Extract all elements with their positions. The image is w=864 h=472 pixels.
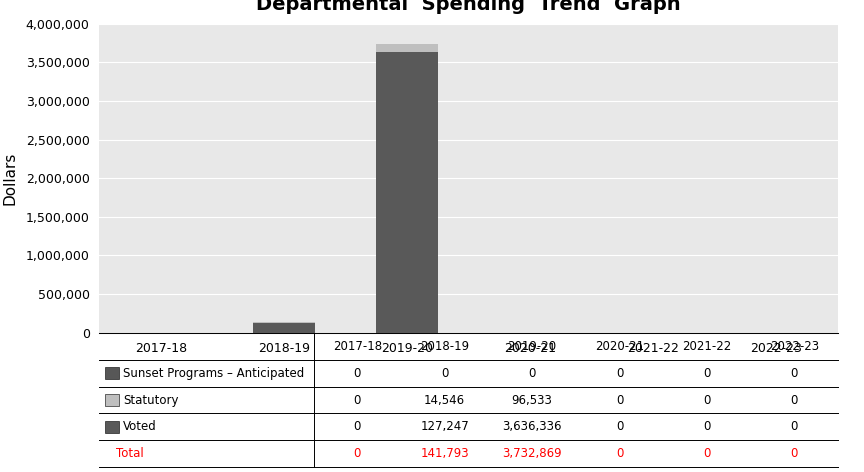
Bar [253, 322, 314, 323]
Text: 0: 0 [791, 367, 798, 379]
Title: Departmental  Spending  Trend  Graph: Departmental Spending Trend Graph [257, 0, 681, 14]
Bar [377, 52, 438, 333]
Text: 0: 0 [616, 367, 623, 379]
Text: 2018-19: 2018-19 [420, 340, 469, 353]
Text: 0: 0 [529, 367, 536, 379]
Text: 0: 0 [703, 421, 711, 433]
Text: Voted: Voted [123, 421, 156, 433]
Text: 0: 0 [791, 394, 798, 406]
Bar [105, 367, 118, 379]
Text: 0: 0 [703, 394, 711, 406]
Text: 3,732,869: 3,732,869 [502, 447, 562, 460]
Text: 2021-22: 2021-22 [683, 340, 732, 353]
Text: 0: 0 [353, 394, 361, 406]
Text: 0: 0 [703, 447, 711, 460]
Y-axis label: Dollars: Dollars [3, 152, 17, 205]
Text: Total: Total [116, 447, 143, 460]
Text: 0: 0 [703, 367, 711, 379]
Text: 2017-18: 2017-18 [333, 340, 382, 353]
Text: 2020-21: 2020-21 [595, 340, 644, 353]
Text: 3,636,336: 3,636,336 [502, 421, 562, 433]
Text: 14,546: 14,546 [424, 394, 466, 406]
Text: 0: 0 [791, 447, 798, 460]
Text: 127,247: 127,247 [421, 421, 469, 433]
Text: 2019-20: 2019-20 [507, 340, 556, 353]
Text: 2022-23: 2022-23 [770, 340, 819, 353]
Text: 0: 0 [353, 367, 361, 379]
Text: 0: 0 [441, 367, 448, 379]
Text: 0: 0 [353, 421, 361, 433]
Text: 0: 0 [616, 447, 623, 460]
Text: 0: 0 [353, 447, 361, 460]
Text: 141,793: 141,793 [421, 447, 469, 460]
Bar [253, 323, 314, 333]
Text: 0: 0 [616, 421, 623, 433]
Bar [377, 44, 438, 52]
Bar [105, 421, 118, 433]
Bar [105, 394, 118, 406]
Text: Statutory: Statutory [123, 394, 179, 406]
Text: Sunset Programs – Anticipated: Sunset Programs – Anticipated [123, 367, 304, 379]
Text: 0: 0 [616, 394, 623, 406]
Text: 0: 0 [791, 421, 798, 433]
Text: 96,533: 96,533 [511, 394, 553, 406]
